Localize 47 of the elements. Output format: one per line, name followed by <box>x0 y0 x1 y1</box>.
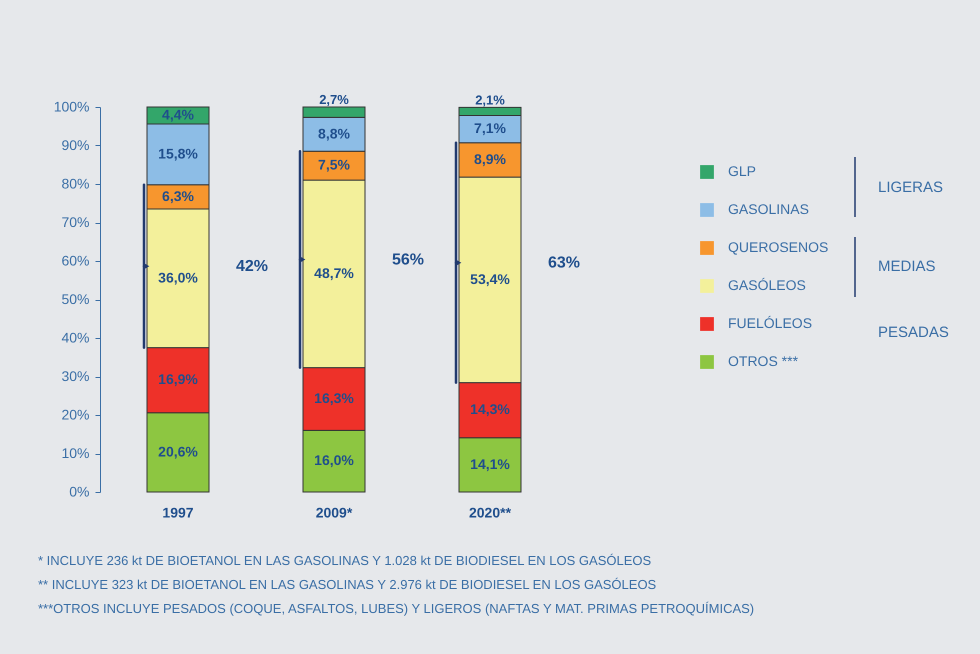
annotation: 42% <box>236 258 268 276</box>
legend-label: QUEROSENOS <box>728 239 828 255</box>
data-label: 8,9% <box>474 150 506 167</box>
data-label: 14,3% <box>470 401 510 418</box>
text: ***OTROS INCLUYE PESADOS (COQUE, ASFALTOS, LUBES) Y LIGEROS (NAFTAS Y MAT. PRIMAS PETROQUÍMICAS) <box>38 601 754 616</box>
y-tick-label: 60% <box>61 252 90 268</box>
text: PESADAS <box>878 324 949 341</box>
text: LIGERAS <box>878 179 944 196</box>
y-tick-label: 30% <box>61 368 90 384</box>
legend-label: OTROS *** <box>728 353 799 369</box>
data-label: 16,0% <box>314 452 354 468</box>
legend-label: GASOLINAS <box>728 201 809 217</box>
text: ** INCLUYE 323 kt DE BIOETANOL EN LAS GASOLINAS Y 2.976 kt DE BIODIESEL EN LOS GASÓLEOS <box>38 577 657 592</box>
legend-label: GLP <box>728 163 756 179</box>
x-tick-label: 1997 <box>162 504 194 520</box>
x-tick-label: 2020** <box>468 504 512 520</box>
y-tick-label: 90% <box>61 137 90 153</box>
y-tick-label: 0% <box>69 484 90 500</box>
y-tick-label: 40% <box>61 330 90 346</box>
data-label: 16,3% <box>314 390 354 406</box>
data-label: 20,6% <box>158 443 198 460</box>
y-tick-label: 50% <box>61 291 90 307</box>
text: MEDIAS <box>878 258 936 275</box>
data-label: 7,5% <box>318 156 350 173</box>
data-label: 48,7% <box>314 264 354 281</box>
data-label: 2,1% <box>475 92 506 108</box>
data-label: 7,1% <box>474 120 506 136</box>
annotation: 56% <box>392 251 424 268</box>
data-label: 8,8% <box>318 125 350 142</box>
data-label: 4,4% <box>162 106 194 122</box>
x-tick-label: 2009* <box>316 504 353 520</box>
y-tick-label: 20% <box>61 406 90 422</box>
data-label: 53,4% <box>470 270 510 287</box>
legend-label: FUELÓLEOS <box>728 315 812 331</box>
annotation: 63% <box>548 254 580 272</box>
y-tick-label: 70% <box>61 214 90 230</box>
data-label: 16,9% <box>158 371 198 388</box>
y-tick-label: 100% <box>54 98 90 114</box>
data-label: 14,1% <box>470 456 510 472</box>
data-label: 15,8% <box>158 145 198 162</box>
data-label: 6,3% <box>162 188 194 204</box>
text: * INCLUYE 236 kt DE BIOETANOL EN LAS GASOLINAS Y 1.028 kt DE BIODIESEL EN LOS GASÓLEOS <box>38 553 652 568</box>
y-tick-label: 80% <box>61 176 90 192</box>
data-label: 36,0% <box>158 269 198 286</box>
data-label: 2,7% <box>319 92 350 107</box>
y-tick-label: 10% <box>61 445 90 461</box>
legend-label: GASÓLEOS <box>728 277 806 293</box>
